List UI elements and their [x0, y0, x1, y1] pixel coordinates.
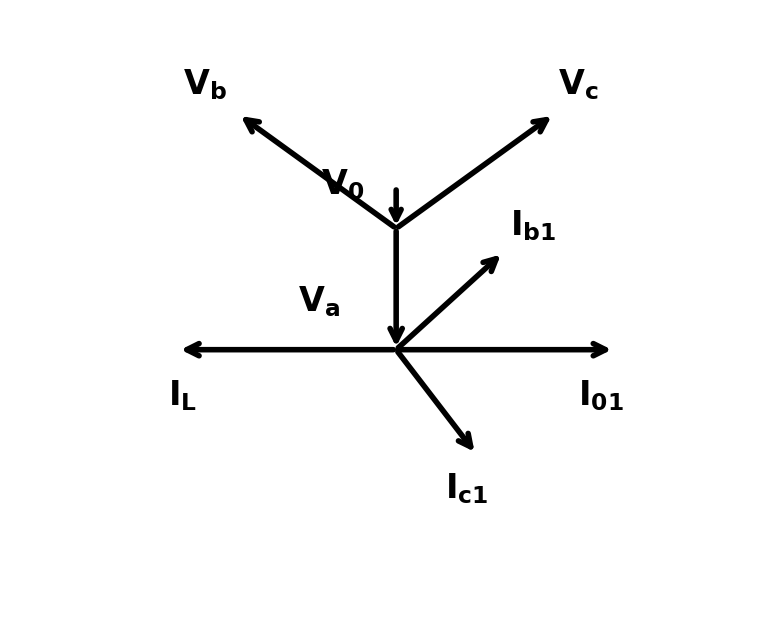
- Text: $\mathbf{I}_{\mathbf{01}}$: $\mathbf{I}_{\mathbf{01}}$: [578, 379, 624, 413]
- Text: $\mathbf{V}_{\mathbf{c}}$: $\mathbf{V}_{\mathbf{c}}$: [558, 67, 598, 102]
- Text: $\mathbf{V}_{\mathbf{a}}$: $\mathbf{V}_{\mathbf{a}}$: [298, 284, 340, 319]
- Text: $\mathbf{V}_{\mathbf{0}}$: $\mathbf{V}_{\mathbf{0}}$: [322, 168, 365, 202]
- Text: $\mathbf{I}_{\mathbf{c1}}$: $\mathbf{I}_{\mathbf{c1}}$: [445, 471, 488, 506]
- Text: $\mathbf{I}_{\mathbf{b1}}$: $\mathbf{I}_{\mathbf{b1}}$: [510, 209, 557, 243]
- Text: $\mathbf{I}_{\mathbf{L}}$: $\mathbf{I}_{\mathbf{L}}$: [169, 379, 197, 413]
- Text: $\mathbf{V}_{\mathbf{b}}$: $\mathbf{V}_{\mathbf{b}}$: [182, 67, 226, 102]
